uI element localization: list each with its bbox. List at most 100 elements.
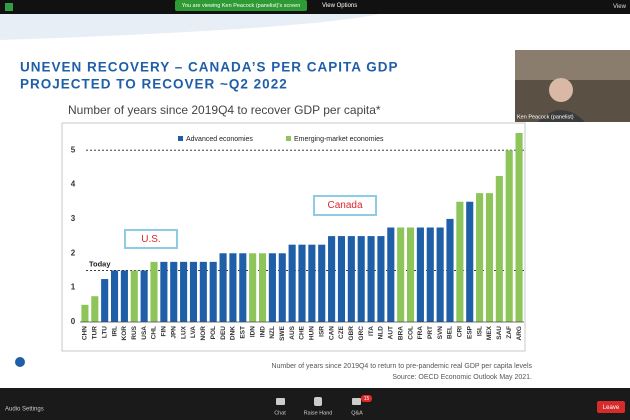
raise-hand-button[interactable]: Raise Hand bbox=[304, 410, 333, 416]
x-tick-label: CZE bbox=[338, 325, 345, 339]
x-tick-label: IND bbox=[259, 326, 266, 338]
x-tick-label: DNK bbox=[230, 326, 237, 340]
hand-icon bbox=[314, 397, 322, 406]
bar bbox=[209, 261, 217, 322]
x-tick-label: IRL bbox=[111, 326, 118, 337]
x-tick-label: GBR bbox=[348, 326, 355, 341]
bar bbox=[476, 193, 484, 322]
x-tick-label: POL bbox=[210, 326, 217, 339]
x-tick-label: GRC bbox=[358, 326, 365, 341]
bar bbox=[130, 270, 138, 322]
video-background bbox=[515, 50, 630, 80]
x-tick-label: SVN bbox=[437, 326, 444, 340]
banner: You are viewing Ken Peacock (panelist)'s… bbox=[182, 3, 301, 9]
banner-bg bbox=[175, 0, 307, 11]
y-tick-label: 1 bbox=[71, 283, 76, 292]
x-tick-label: NOR bbox=[200, 326, 207, 341]
view-options[interactable]: View Options bbox=[322, 3, 357, 9]
person-head bbox=[549, 78, 573, 102]
badge-bg bbox=[361, 395, 372, 402]
logo bbox=[15, 357, 25, 367]
leave-button[interactable]: Leave bbox=[603, 405, 620, 411]
chat-button[interactable]: Chat bbox=[274, 410, 286, 416]
x-tick-label: ITA bbox=[368, 326, 375, 336]
x-tick-label: PRT bbox=[427, 326, 434, 339]
chart-title: Number of years since 2019Q4 to recover … bbox=[68, 103, 381, 117]
view-button[interactable]: View bbox=[613, 4, 627, 10]
x-tick-label: NLD bbox=[378, 326, 385, 340]
bar bbox=[180, 261, 188, 322]
bar bbox=[495, 175, 503, 322]
bar bbox=[219, 253, 227, 322]
bar bbox=[505, 150, 513, 322]
bar bbox=[416, 227, 424, 322]
callout: Canada bbox=[327, 200, 362, 211]
legend-label: Emerging-market economies bbox=[294, 136, 384, 143]
x-tick-label: AUS bbox=[289, 325, 296, 339]
legend-swatch bbox=[286, 136, 291, 141]
x-tick-label: CRI bbox=[457, 326, 464, 337]
x-tick-label: CHE bbox=[299, 325, 306, 339]
x-tick-label: TUR bbox=[92, 326, 99, 340]
x-tick-label: CAN bbox=[328, 326, 335, 340]
qa-icon bbox=[352, 398, 361, 405]
bottom-bar bbox=[0, 392, 630, 420]
callout: U.S. bbox=[141, 234, 160, 245]
bar bbox=[229, 253, 237, 322]
bar bbox=[515, 133, 523, 322]
x-tick-label: DEU bbox=[220, 326, 227, 340]
bar bbox=[91, 296, 99, 322]
slide-title: UNEVEN RECOVERY – CANADA’S PER CAPITA GD… bbox=[20, 60, 399, 75]
audio-settings[interactable]: Audio Settings bbox=[5, 407, 44, 413]
x-tick-label: MEX bbox=[486, 325, 493, 340]
bar bbox=[160, 261, 168, 322]
x-tick-label: FRA bbox=[417, 326, 424, 340]
y-tick-label: 3 bbox=[71, 214, 76, 223]
x-tick-label: ARG bbox=[516, 326, 523, 340]
bar bbox=[446, 218, 454, 322]
person-body bbox=[538, 110, 585, 122]
x-tick-label: SWE bbox=[279, 325, 286, 340]
bar bbox=[337, 236, 346, 322]
callout-box bbox=[124, 229, 178, 249]
x-tick-label: ESP bbox=[466, 325, 473, 339]
footnote: Source: OECD Economic Outlook May 2021. bbox=[392, 374, 532, 381]
bar bbox=[357, 236, 365, 322]
x-tick-label: NZL bbox=[269, 326, 276, 339]
bar bbox=[426, 227, 434, 322]
x-tick-label: LUX bbox=[180, 325, 187, 339]
bar bbox=[298, 244, 306, 322]
x-tick-label: USA bbox=[141, 326, 148, 340]
slide-title: PROJECTED TO RECOVER ~Q2 2022 bbox=[20, 77, 288, 92]
bar bbox=[81, 304, 89, 322]
participant-name: Ken Peacock (panelist) bbox=[517, 114, 574, 120]
bar bbox=[318, 244, 326, 322]
x-tick-label: HUN bbox=[309, 326, 316, 340]
bar bbox=[101, 279, 109, 322]
x-tick-label: CHL bbox=[151, 326, 158, 339]
x-tick-label: IDN bbox=[249, 326, 256, 338]
bar bbox=[199, 261, 207, 322]
chat-icon bbox=[276, 398, 285, 405]
bar bbox=[466, 201, 474, 322]
bar bbox=[120, 270, 128, 322]
x-tick-label: CHN bbox=[82, 326, 89, 340]
leave-bg bbox=[597, 401, 625, 413]
x-tick-label: JPN bbox=[170, 326, 177, 339]
x-tick-label: ISL bbox=[476, 326, 483, 336]
bar bbox=[387, 227, 395, 322]
bar bbox=[110, 270, 119, 322]
bar bbox=[367, 236, 375, 322]
bar bbox=[278, 253, 286, 322]
x-tick-label: EST bbox=[240, 326, 247, 339]
x-tick-label: COL bbox=[407, 326, 414, 340]
bar bbox=[170, 261, 178, 322]
qa-button[interactable]: Q&A bbox=[351, 410, 363, 416]
x-tick-label: LVA bbox=[190, 326, 197, 338]
bar bbox=[397, 227, 405, 322]
x-tick-label: FIN bbox=[161, 326, 168, 337]
y-tick-label: 4 bbox=[71, 180, 76, 189]
legend-swatch bbox=[178, 136, 183, 141]
